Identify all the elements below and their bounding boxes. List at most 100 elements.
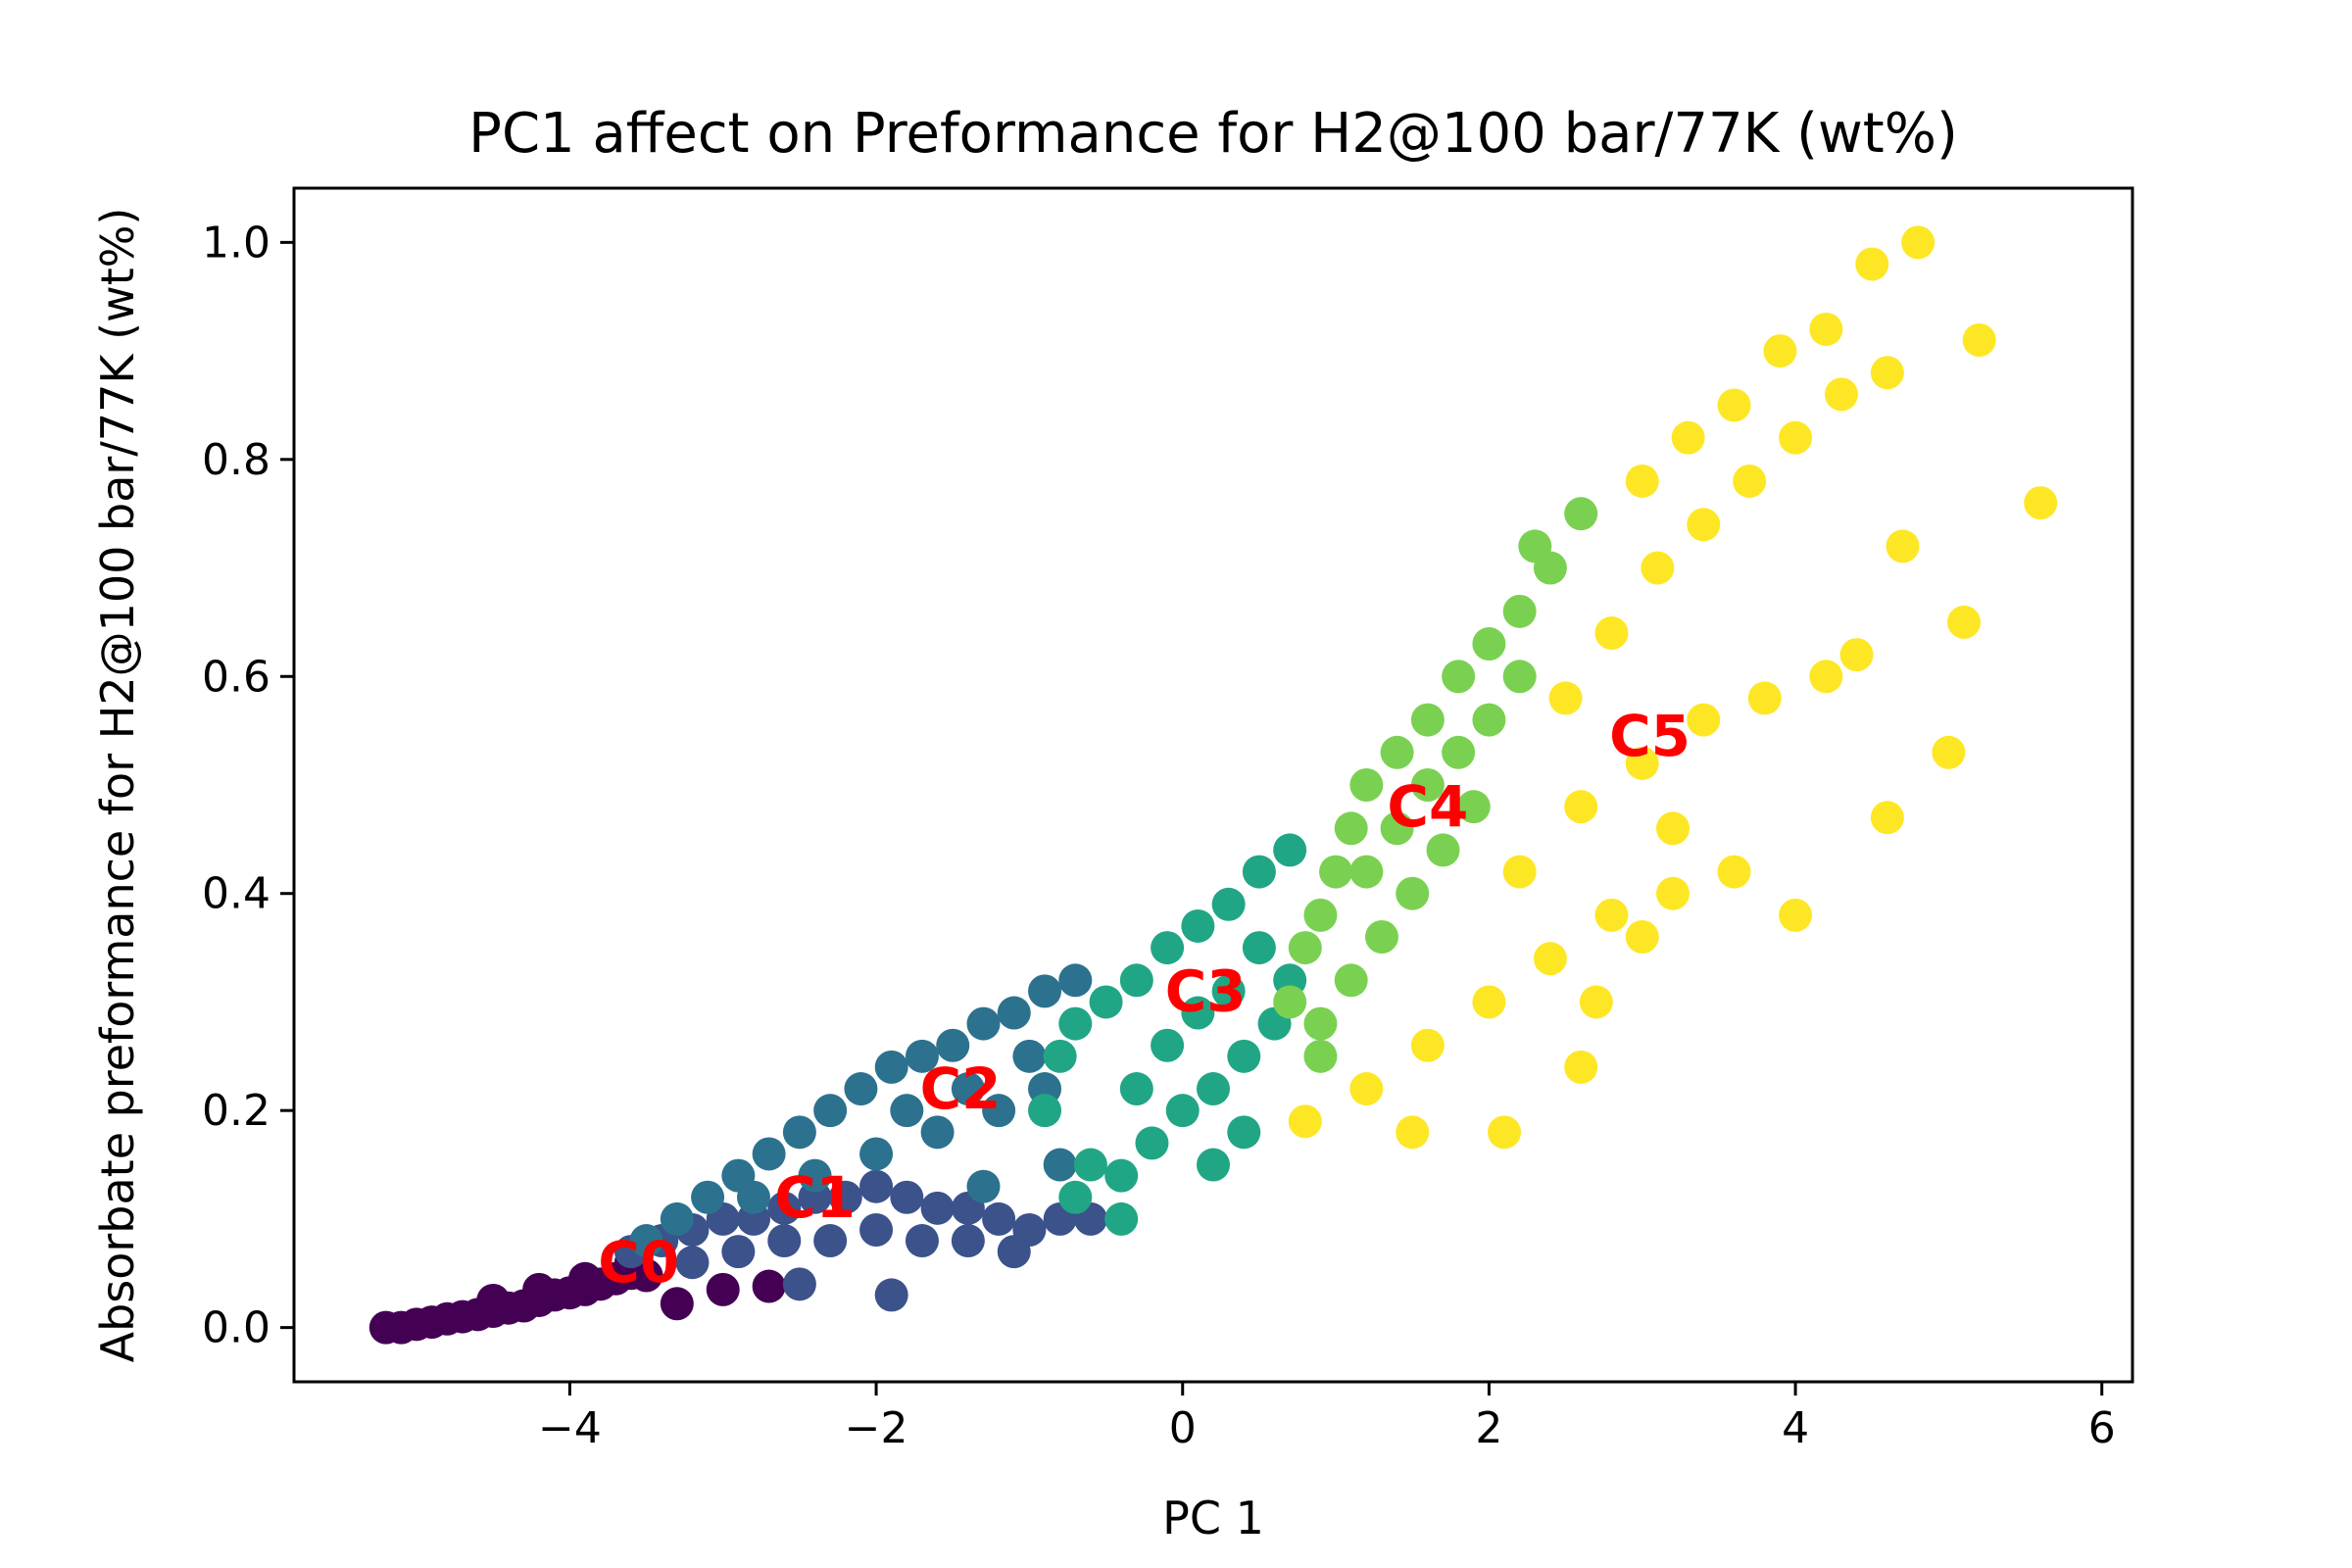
point-c3-6: [1181, 908, 1215, 943]
point-c5-21: [1687, 508, 1721, 542]
point-c0-19: [706, 1272, 740, 1306]
point-c4-6: [1380, 735, 1414, 769]
point-c4-20: [1380, 811, 1414, 846]
point-c2-5: [782, 1115, 816, 1150]
point-c1-25: [874, 1278, 908, 1312]
point-c2-15: [737, 1180, 770, 1214]
point-c2-23: [1012, 1039, 1047, 1073]
cluster-label-c3: C3: [1165, 957, 1247, 1024]
point-c1-22: [951, 1224, 985, 1258]
point-c0-21: [476, 1283, 511, 1317]
point-c1-10: [920, 1191, 955, 1225]
point-c2-10: [936, 1028, 970, 1062]
x-tick-label: 0: [1169, 1403, 1197, 1453]
point-c5-40: [1656, 811, 1690, 846]
point-c5-14: [1625, 746, 1659, 780]
point-c5-39: [1839, 638, 1874, 672]
point-c3-3: [1089, 985, 1123, 1019]
y-tick-label: 0.4: [202, 869, 270, 919]
point-c4-19: [1349, 855, 1384, 889]
cluster-labels: C0 C1 C2 C3 C4 C5: [598, 703, 1690, 1296]
point-c1-12: [982, 1201, 1016, 1236]
chart-title: PC1 affect on Preformance for H2@100 bar…: [468, 102, 1958, 166]
point-c5-20: [1641, 551, 1675, 585]
point-c3-22: [1211, 974, 1246, 1008]
point-c4-14: [1334, 963, 1368, 998]
point-c4-9: [1472, 627, 1506, 662]
point-c5-25: [1870, 356, 1904, 390]
point-c5-12: [1502, 855, 1537, 889]
point-c2-6: [813, 1094, 848, 1128]
point-c3-18: [1242, 931, 1276, 965]
point-c5-36: [1870, 801, 1904, 835]
point-c5-34: [2024, 486, 2058, 520]
y-tick-label: 0.8: [202, 435, 270, 485]
point-c2-1: [660, 1201, 694, 1236]
point-c1-7: [828, 1180, 862, 1214]
point-c2-13: [1028, 974, 1062, 1008]
point-c3-9: [1273, 833, 1307, 867]
point-c1-21: [905, 1224, 939, 1258]
y-tick-label: 1.0: [202, 218, 270, 268]
point-c2-12: [997, 996, 1031, 1030]
point-c2-21: [890, 1094, 924, 1128]
point-c0-23: [568, 1261, 603, 1296]
point-c5-19: [1594, 615, 1629, 650]
cluster-label-c0: C0: [598, 1229, 679, 1296]
point-c4-26: [1518, 529, 1552, 564]
point-c4-17: [1426, 833, 1460, 867]
point-c5-18: [1548, 681, 1583, 715]
point-c5-37: [1886, 529, 1920, 564]
point-c5-32: [1901, 225, 1936, 260]
cluster-label-c4: C4: [1387, 773, 1468, 840]
point-c5-3: [1564, 1050, 1598, 1084]
point-c4-25: [1303, 1039, 1338, 1073]
point-c4-1: [1288, 931, 1322, 965]
point-c5-13: [1564, 790, 1598, 824]
y-tick-label: 0.6: [202, 652, 270, 702]
point-c5-8: [1594, 898, 1629, 932]
point-c2-22: [951, 1072, 985, 1106]
point-c3-19: [1119, 1072, 1153, 1106]
point-c5-30: [1809, 312, 1843, 346]
point-c5-7: [1533, 942, 1567, 976]
point-c4-8: [1442, 660, 1476, 694]
point-c2-14: [1058, 963, 1093, 998]
point-c5-16: [1747, 681, 1782, 715]
point-c3-2: [1058, 1006, 1093, 1041]
point-c3-15: [1227, 1039, 1261, 1073]
point-c3-11: [1104, 1158, 1139, 1193]
x-axis-label: PC 1: [1162, 1492, 1264, 1544]
x-tick-label: 4: [1782, 1403, 1809, 1453]
y-axis-label: Absorbate preformance for H2@100 bar/77K…: [91, 208, 144, 1363]
point-c4-23: [1472, 703, 1506, 737]
point-c4-3: [1319, 855, 1353, 889]
y-axis-ticks: 0.0 0.2 0.4 0.6 0.8 1.0: [202, 218, 294, 1353]
point-c4-10: [1502, 594, 1537, 628]
point-c1-8: [859, 1169, 894, 1203]
point-c2-25: [966, 1169, 1001, 1203]
point-c2-11: [966, 1006, 1001, 1041]
point-c2-4: [752, 1137, 786, 1171]
point-c2-18: [920, 1115, 955, 1150]
point-c5-35: [1932, 735, 1966, 769]
point-c3-1: [1043, 1039, 1077, 1073]
point-c5-15: [1687, 703, 1721, 737]
point-c4-12: [1564, 497, 1598, 531]
point-c4-15: [1364, 920, 1398, 955]
point-c3-25: [1058, 1180, 1093, 1214]
point-c5-26: [1625, 464, 1659, 498]
point-c3-13: [1165, 1094, 1200, 1128]
point-c4-13: [1303, 1006, 1338, 1041]
point-c5-22: [1733, 464, 1767, 498]
x-tick-label: 6: [2088, 1403, 2116, 1453]
y-tick-label: 0.2: [202, 1086, 270, 1136]
y-tick-label: 0.0: [202, 1303, 270, 1353]
cluster-label-c2: C2: [920, 1055, 1002, 1122]
point-c5-24: [1824, 377, 1858, 412]
point-c3-12: [1135, 1126, 1169, 1160]
point-c5-1: [1396, 1115, 1430, 1150]
point-c5-27: [1671, 420, 1705, 455]
point-c1-19: [813, 1224, 848, 1258]
